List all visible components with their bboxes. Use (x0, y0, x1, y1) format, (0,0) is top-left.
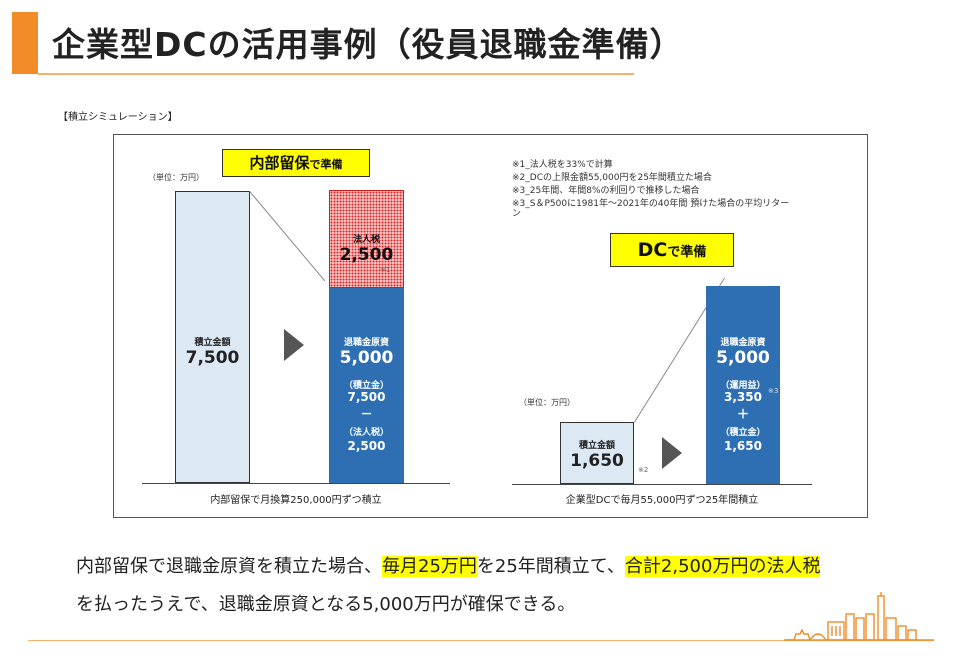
left-caption: 内部留保で月換算250,000円ずつ積立 (210, 495, 382, 506)
highlight-monthly: 毎月25万円 (382, 556, 477, 577)
internal-reserve-badge: 内部留保で準備 (222, 149, 370, 177)
body-text-segment: 内部留保で退職金原資を積立た場合、 (76, 556, 382, 577)
badge-main-text: 内部留保 (249, 154, 310, 172)
left-retirement-fund-label: 退職金原資 (343, 338, 389, 348)
left-savings-value: 7,500 (185, 348, 240, 368)
badge-suffix-text: で準備 (667, 245, 707, 260)
corporate-tax-bar (329, 190, 404, 288)
footnotes: ※1_法人税を33%で計算 ※2_DCの上限金額55,000円を25年間積立た場… (512, 159, 842, 221)
left-retirement-fund-value: 5,000 (339, 348, 394, 368)
title-underline (38, 73, 634, 75)
corporate-tax-label: 法人税 (352, 235, 380, 245)
city-skyline-icon (784, 592, 934, 641)
right-baseline (512, 484, 812, 485)
corporate-tax-note: ※1 (380, 266, 391, 274)
body-line-1: 内部留保で退職金原資を積立た場合、毎月25万円を25年間積立て、合計2,500万… (76, 552, 821, 578)
left-unit-label: （単位：万円） (148, 173, 204, 182)
footnote: ※3_25年間、年間8%の利回りで推移した場合 (512, 186, 700, 196)
dc-badge: DCで準備 (610, 233, 734, 267)
left-savings-label: 積立金額 (194, 338, 231, 348)
footnote: ※2_DCの上限金額55,000円を25年間積立た場合 (512, 173, 712, 183)
left-line2-value: 2,500 (347, 439, 386, 453)
title-accent-bar (12, 12, 38, 74)
left-connector-line (249, 191, 326, 282)
right-line1-note: ※3 (768, 387, 779, 395)
left-baseline (142, 483, 450, 484)
left-retirement-fund-bar (329, 288, 404, 483)
left-line1-value: 7,500 (347, 390, 386, 404)
simulation-figure: 内部留保で準備 （単位：万円） 積立金額 7,500 法人税 2,500 ※1 … (113, 134, 868, 518)
corporate-tax-value: 2,500 (339, 245, 394, 265)
right-savings-bar (560, 422, 634, 484)
right-savings-note: ※2 (638, 466, 649, 474)
page-title: 企業型DCの活用事例（役員退職金準備） (52, 25, 684, 64)
right-operator: ＋ (736, 407, 749, 421)
left-line1-label: （積立金） (343, 381, 389, 391)
badge-suffix-text: で準備 (309, 158, 343, 171)
right-line1-label: （運用益） (720, 381, 766, 391)
body-text-segment: を25年間積立て、 (476, 556, 625, 577)
left-operator: － (360, 407, 373, 421)
right-line1-value: 3,350 (724, 390, 762, 404)
left-arrow-icon (284, 329, 304, 361)
left-line2-label: （法人税） (343, 428, 389, 438)
right-retirement-fund-bar (706, 286, 780, 484)
right-retirement-fund-label: 退職金原資 (720, 338, 766, 348)
highlight-total-tax: 合計2,500万円の法人税 (624, 556, 821, 577)
left-savings-bar (175, 191, 250, 483)
right-arrow-icon (662, 437, 682, 469)
body-line-2: を払ったうえで、退職金原資となる5,000万円が確保できる。 (76, 594, 576, 615)
footnote: ン (512, 209, 522, 219)
footnote: ※1_法人税を33%で計算 (512, 160, 613, 170)
simulation-label: 【積立シミュレーション】 (58, 112, 178, 123)
badge-main-text: DC (637, 239, 668, 261)
right-retirement-fund-value: 5,000 (716, 348, 770, 368)
footnote: ※3_S＆P500に1981年～2021年の40年間 預けた場合の平均リター (512, 199, 790, 209)
footer-rule (28, 640, 934, 641)
right-line2-label: （積立金） (720, 428, 766, 438)
right-caption: 企業型DCで毎月55,000円ずつ25年間積立 (565, 495, 759, 506)
right-unit-label: （単位：万円） (519, 398, 575, 407)
right-line2-value: 1,650 (724, 439, 762, 453)
right-savings-value: 1,650 (570, 451, 624, 471)
right-savings-label: 積立金額 (578, 441, 615, 451)
